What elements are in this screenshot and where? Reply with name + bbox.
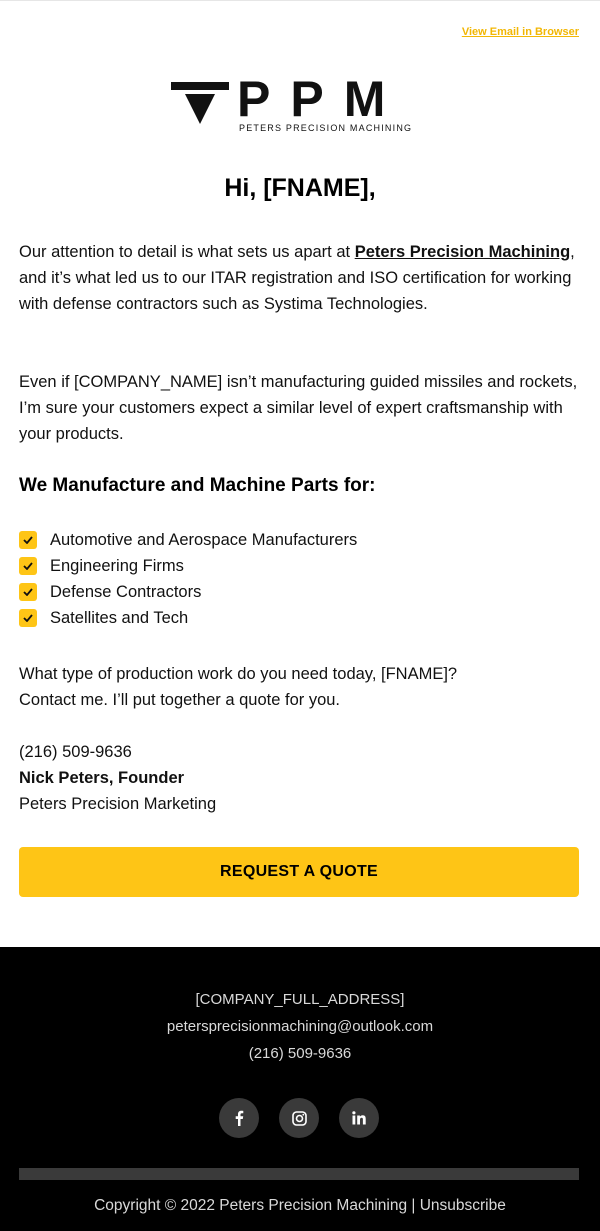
closing-line-1: What type of production work do you need… — [19, 665, 458, 683]
footer-copyright: Copyright © 2022 Peters Precision Machin… — [94, 1197, 506, 1214]
list-item: Automotive and Aerospace Manufacturers — [19, 527, 579, 553]
services-heading: We Manufacture and Machine Parts for: — [19, 475, 376, 496]
list-item: Engineering Firms — [19, 553, 579, 579]
logo-subtitle: PETERS PRECISION MACHINING — [239, 123, 413, 133]
intro-text-after: , and it’s what led us to our ITAR regis… — [19, 243, 575, 313]
facebook-icon[interactable] — [219, 1098, 259, 1138]
list-item: Satellites and Tech — [19, 605, 579, 631]
checkbox-icon — [19, 557, 37, 575]
top-border — [0, 0, 600, 1]
closing-paragraph: What type of production work do you need… — [19, 661, 579, 713]
checkbox-icon — [19, 531, 37, 549]
social-links — [219, 1098, 381, 1138]
services-list: Automotive and Aerospace Manufacturers E… — [19, 527, 579, 631]
footer: [COMPANY_FULL_ADDRESS] peterspre­cisionm… — [0, 947, 600, 1231]
checkbox-icon — [19, 583, 37, 601]
list-item-label: Engineering Firms — [50, 556, 184, 575]
intro-paragraph: Our attention to detail is what sets us … — [19, 239, 579, 317]
logo-triangle-icon — [171, 82, 229, 124]
list-item: Defense Contractors — [19, 579, 579, 605]
footer-divider — [19, 1168, 579, 1180]
company-link[interactable]: Peters Precision Machining — [354, 243, 571, 261]
signature-block: (216) 509-9636 Nick Peters, Founder Pete… — [19, 739, 216, 817]
view-in-browser-link[interactable]: View Email in Browser — [461, 26, 579, 38]
second-paragraph: Even if [COMPANY_NAME] isn’t manufacturi… — [19, 373, 578, 443]
request-quote-button[interactable]: REQUEST A QUOTE — [19, 847, 579, 897]
ppm-logo: PPM PETERS PRECISION MACHINING — [171, 73, 423, 136]
instagram-icon[interactable] — [279, 1098, 319, 1138]
list-item-label: Automotive and Aerospace Manufacturers — [50, 530, 358, 549]
list-item-label: Satellites and Tech — [50, 608, 189, 627]
logo-text: PPM — [237, 71, 406, 127]
linkedin-icon[interactable] — [339, 1098, 379, 1138]
list-item-label: Defense Contractors — [50, 582, 202, 601]
footer-email[interactable]: peterspre­cisionmachining@outlook.com — [166, 1018, 434, 1035]
signature-phone: (216) 509-9636 — [19, 743, 132, 761]
footer-address: [COMPANY_FULL_ADDRESS] — [195, 991, 405, 1008]
signature-name: Nick Peters, Founder — [19, 769, 185, 787]
greeting-heading: Hi, [FNAME], — [224, 174, 376, 202]
signature-company: Peters Precision Marketing — [19, 795, 217, 813]
closing-line-2: Contact me. I’ll put together a quote fo… — [19, 691, 341, 709]
footer-phone: (216) 509-9636 — [248, 1045, 352, 1062]
checkbox-icon — [19, 609, 37, 627]
intro-text-before: Our attention to detail is what sets us … — [19, 243, 355, 261]
